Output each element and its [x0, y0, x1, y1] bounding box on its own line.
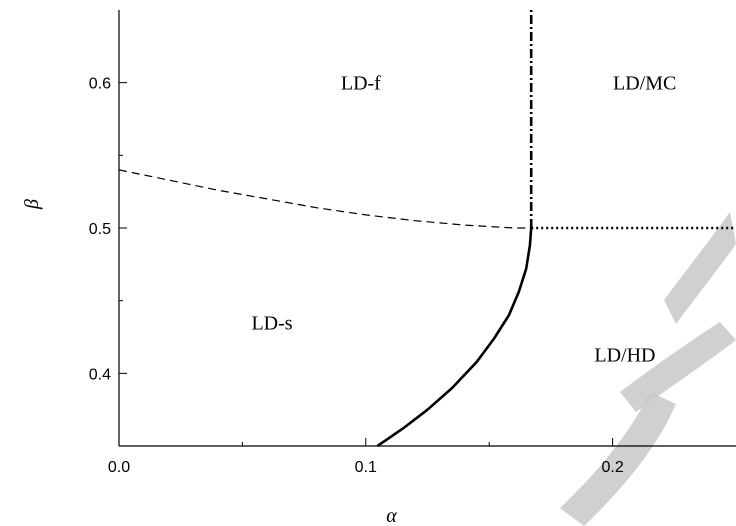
axes	[118, 10, 736, 447]
x-tick-label-2: 0.2	[601, 459, 623, 476]
x-tick-label-1: 0.1	[355, 459, 377, 476]
labels-layer: 0.0 0.1 0.2 0.4 0.5 0.6 α β LD-f LD/MC LD-s LD/HD	[21, 73, 676, 526]
series-dashed-line	[118, 169, 532, 229]
y-tick-label-2: 0.6	[89, 76, 111, 93]
y-tick-label-1: 0.5	[89, 221, 111, 238]
x-tick-label-0: 0.0	[108, 459, 130, 476]
region-label-1: LD/MC	[613, 73, 676, 95]
series-solid-line	[376, 227, 533, 448]
y-axis-label: β	[21, 199, 43, 210]
region-label-3: LD/HD	[594, 344, 655, 366]
watermark-logo	[560, 212, 736, 526]
region-label-2: LD-s	[251, 312, 292, 334]
series-layer	[118, 10, 736, 448]
region-label-0: LD-f	[341, 73, 381, 95]
y-tick-label-0: 0.4	[89, 366, 111, 383]
x-axis-label: α	[386, 505, 397, 526]
